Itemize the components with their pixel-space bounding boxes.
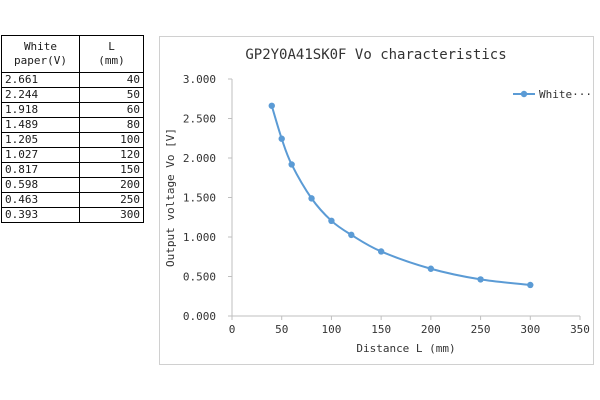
- chart-panel: GP2Y0A41SK0F Vo characteristics Output v…: [159, 36, 594, 365]
- data-point: [428, 266, 434, 272]
- cell-voltage: 0.393: [2, 208, 80, 223]
- x-tick-label: 300: [520, 323, 540, 336]
- cell-distance: 200: [80, 178, 144, 193]
- data-point: [288, 161, 294, 167]
- cell-distance: 120: [80, 148, 144, 163]
- table-row: 0.598 200: [2, 178, 144, 193]
- cell-voltage: 1.027: [2, 148, 80, 163]
- data-point: [378, 248, 384, 254]
- y-tick-label: 0.500: [183, 271, 216, 284]
- x-tick-label: 150: [371, 323, 391, 336]
- header-distance-line1: L: [82, 40, 141, 54]
- header-distance-line2: (mm): [82, 54, 141, 68]
- chart-title: GP2Y0A41SK0F Vo characteristics: [245, 47, 506, 63]
- table-row: 0.463 250: [2, 193, 144, 208]
- cell-distance: 250: [80, 193, 144, 208]
- cell-voltage: 0.598: [2, 178, 80, 193]
- data-point: [477, 276, 483, 282]
- cell-voltage: 1.918: [2, 103, 80, 118]
- table-row: 1.205 100: [2, 133, 144, 148]
- table-row: 0.817 150: [2, 163, 144, 178]
- y-tick-label: 1.500: [183, 192, 216, 205]
- chart-svg: GP2Y0A41SK0F Vo characteristics Output v…: [160, 37, 593, 364]
- x-tick-label: 200: [421, 323, 441, 336]
- y-tick-label: 2.500: [183, 113, 216, 126]
- cell-voltage: 2.244: [2, 88, 80, 103]
- cell-voltage: 1.489: [2, 118, 80, 133]
- x-tick-label: 100: [321, 323, 341, 336]
- x-tick-label: 50: [275, 323, 288, 336]
- data-point: [269, 103, 275, 109]
- data-point: [527, 282, 533, 288]
- data-point: [279, 136, 285, 142]
- table-row: 1.918 60: [2, 103, 144, 118]
- table-row: 2.244 50: [2, 88, 144, 103]
- table-row: 1.489 80: [2, 118, 144, 133]
- data-table: White paper(V) L (mm) 2.661 40 2.244 50 1.91…: [1, 35, 144, 223]
- y-tick-label: 0.000: [183, 310, 216, 323]
- cell-distance: 80: [80, 118, 144, 133]
- cell-distance: 40: [80, 73, 144, 88]
- table-body: 2.661 40 2.244 50 1.918 60 1.489 80 1.205 100 1.02…: [2, 73, 144, 223]
- data-point: [348, 232, 354, 238]
- header-voltage: White paper(V): [2, 36, 80, 73]
- cell-distance: 100: [80, 133, 144, 148]
- cell-voltage: 1.205: [2, 133, 80, 148]
- cell-voltage: 2.661: [2, 73, 80, 88]
- y-axis-label: Output voltage Vo [V]: [164, 128, 177, 267]
- chart-axes: 0.000 0.500 1.000 1.500 2.000 2.500 3.000 0 50 10…: [183, 73, 590, 336]
- y-tick-label: 2.000: [183, 152, 216, 165]
- data-table-container: White paper(V) L (mm) 2.661 40 2.244 50 1.91…: [1, 35, 144, 223]
- x-tick-label: 250: [471, 323, 491, 336]
- y-tick-label: 1.000: [183, 231, 216, 244]
- table-row: 1.027 120: [2, 148, 144, 163]
- legend: White···: [513, 88, 592, 101]
- cell-distance: 300: [80, 208, 144, 223]
- legend-label: White···: [539, 88, 592, 101]
- plot-area: [269, 103, 534, 289]
- table-row: 0.393 300: [2, 208, 144, 223]
- x-tick-label: 0: [229, 323, 236, 336]
- header-voltage-line1: White: [4, 40, 77, 54]
- cell-voltage: 0.463: [2, 193, 80, 208]
- table-row: 2.661 40: [2, 73, 144, 88]
- cell-voltage: 0.817: [2, 163, 80, 178]
- cell-distance: 60: [80, 103, 144, 118]
- legend-marker: [521, 91, 527, 97]
- x-axis-label: Distance L (mm): [356, 342, 455, 355]
- table-header-row: White paper(V) L (mm): [2, 36, 144, 73]
- header-voltage-line2: paper(V): [4, 54, 77, 68]
- header-distance: L (mm): [80, 36, 144, 73]
- data-point: [308, 195, 314, 201]
- data-point: [328, 218, 334, 224]
- x-tick-label: 350: [570, 323, 590, 336]
- cell-distance: 150: [80, 163, 144, 178]
- y-tick-label: 3.000: [183, 73, 216, 86]
- cell-distance: 50: [80, 88, 144, 103]
